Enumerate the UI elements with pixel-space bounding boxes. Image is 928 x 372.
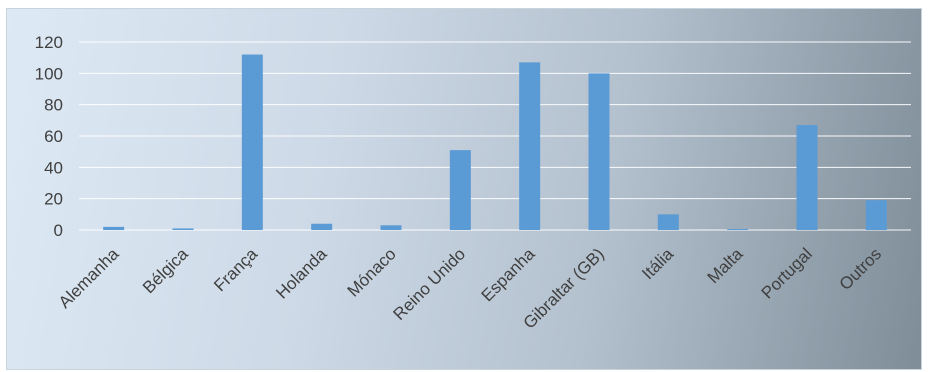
x-category-label: Portugal: [758, 244, 816, 302]
y-tick-label: 100: [35, 64, 63, 83]
bars: [103, 54, 887, 231]
x-category-label: Itália: [638, 244, 677, 283]
x-category-label: Malta: [704, 244, 747, 287]
x-category-label: Holanda: [272, 244, 331, 303]
y-tick-label: 80: [44, 96, 63, 115]
bar: [241, 54, 263, 231]
x-category-label: Alemanha: [55, 244, 123, 312]
bar: [865, 200, 887, 230]
y-tick-label: 120: [35, 33, 63, 52]
x-category-label: Reino Unido: [390, 244, 470, 324]
bar: [796, 125, 818, 230]
x-category-label: Mónaco: [344, 244, 400, 300]
bar: [727, 229, 749, 230]
x-category-label: Bélgica: [139, 244, 192, 297]
bar: [588, 73, 610, 230]
x-axis-labels: Alemanha Bélgica França Holanda MónacoReino …: [55, 244, 885, 333]
y-tick-label: 20: [44, 190, 63, 209]
x-category-label: Outros: [836, 244, 886, 294]
bar: [519, 62, 541, 230]
y-tick-label: 0: [54, 221, 63, 240]
y-tick-label: 60: [44, 127, 63, 146]
bar: [103, 226, 125, 230]
bar: [311, 223, 333, 230]
bar: [380, 225, 402, 230]
bar-chart: 0 20 40 60 80 100 120 Alemanha Bélgica França Hol…: [35, 33, 911, 333]
bar: [172, 228, 194, 230]
y-axis-ticks: 0 20 40 60 80 100 120: [35, 33, 63, 240]
x-category-label: Espanha: [478, 244, 539, 305]
y-tick-label: 40: [44, 158, 63, 177]
bar: [449, 150, 471, 230]
chart-frame: 0 20 40 60 80 100 120 Alemanha Bélgica França Hol…: [6, 8, 922, 370]
bar: [657, 214, 679, 230]
x-category-label: França: [210, 244, 261, 295]
gridlines: [79, 41, 911, 231]
